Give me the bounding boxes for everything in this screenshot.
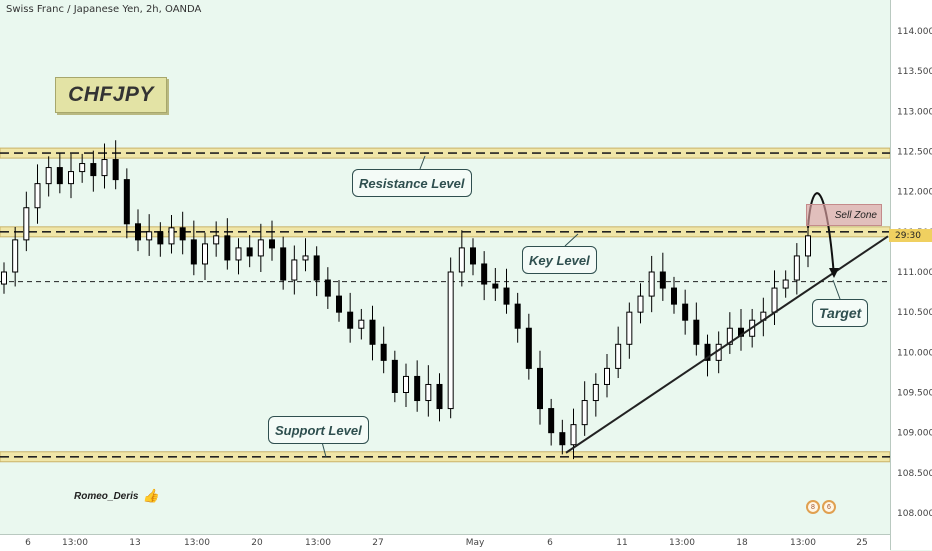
candle-body [257,239,264,257]
candle-body [313,255,320,281]
resistance-pointer [419,155,426,170]
candle-body [202,243,208,265]
candle-body [101,159,108,177]
target-callout[interactable]: Target [812,299,869,327]
candle-body [90,163,97,177]
candle-body [369,319,376,345]
candle-body [414,375,421,402]
author-name: Romeo_Deris [74,490,139,502]
price-axis[interactable] [890,0,932,550]
coin-badges: 8 6 [806,500,836,514]
projection-arrowhead [829,268,839,279]
candle-body [12,239,19,273]
coin-icon[interactable]: 8 [806,500,820,514]
candle-body [805,235,811,257]
trendline [565,235,889,454]
candle-body [224,235,231,261]
candle-body [168,227,175,245]
candle-body [771,287,778,313]
candle-body [403,375,409,393]
thumbs-up-icon[interactable]: 👍 [142,488,159,503]
sell-zone-label: Sell Zone [834,209,877,221]
sell-zone-box[interactable]: Sell Zone [806,204,882,226]
candle-body [604,367,610,385]
last-price-tag: 29:30 [889,229,932,242]
candle-body [537,367,543,410]
candle-body [548,408,555,434]
candle-body [56,167,63,185]
candle-body [503,287,510,305]
candle-body [425,383,432,402]
candle-body [179,227,186,241]
candle-body [458,247,465,273]
candle-body [581,400,588,426]
candle-body [492,283,499,289]
candle-body [280,247,287,281]
candle-body [190,239,197,265]
candle-body [112,159,119,181]
candle-body [436,383,443,410]
candle-body [470,247,476,265]
key-level-pointer [564,233,579,247]
candle-body [626,311,633,345]
candle-body [514,303,521,329]
candle-body [246,247,253,257]
support-callout[interactable]: Support Level [268,416,369,444]
target-pointer [832,279,841,300]
candle-body [637,295,644,313]
candle-body [291,259,298,281]
coin-icon[interactable]: 6 [822,500,836,514]
candle-body [23,207,30,241]
candle-body [570,424,577,446]
candle-body [693,319,700,345]
candle-body [525,327,532,369]
candle-body [726,327,733,345]
candle-body [34,183,41,209]
candle-body [380,343,387,361]
candle-body [447,271,454,410]
candle-body [68,171,74,185]
time-axis[interactable] [0,534,890,551]
resistance-callout[interactable]: Resistance Level [352,169,472,197]
key-level-callout[interactable]: Key Level [522,246,597,274]
candle-body [659,271,666,289]
candle-body [1,271,7,285]
candle-body [157,231,164,245]
candle-body [213,235,220,245]
candle-body [235,247,242,261]
author-signature[interactable]: Romeo_Deris 👍 [74,488,159,504]
candle-body [324,279,331,297]
candle-body [79,163,86,173]
candle-body [146,231,153,241]
candle-body [592,383,599,402]
candle-body [793,255,800,281]
candle-body [347,311,354,329]
candle-body [704,343,711,361]
candle-body [782,279,789,289]
candle-body [269,239,275,249]
candle-body [391,359,398,394]
support-pointer [321,441,327,458]
candle-body [682,303,689,321]
candle-body [481,263,488,285]
candle-body [615,343,622,369]
coin-count: 8 [811,503,815,511]
coin-count: 6 [827,503,831,511]
candle-body [45,167,52,185]
candle-body [671,287,677,305]
candle-body [302,255,309,261]
candle-body [648,271,655,297]
candle-body [123,179,130,225]
symbol-badge[interactable]: CHFJPY [55,77,167,113]
candle-body [559,432,566,446]
candle-body [358,319,365,329]
candle-body [336,295,342,313]
chart-title: Swiss Franc / Japanese Yen, 2h, OANDA [6,4,202,15]
candle-body [135,223,141,241]
